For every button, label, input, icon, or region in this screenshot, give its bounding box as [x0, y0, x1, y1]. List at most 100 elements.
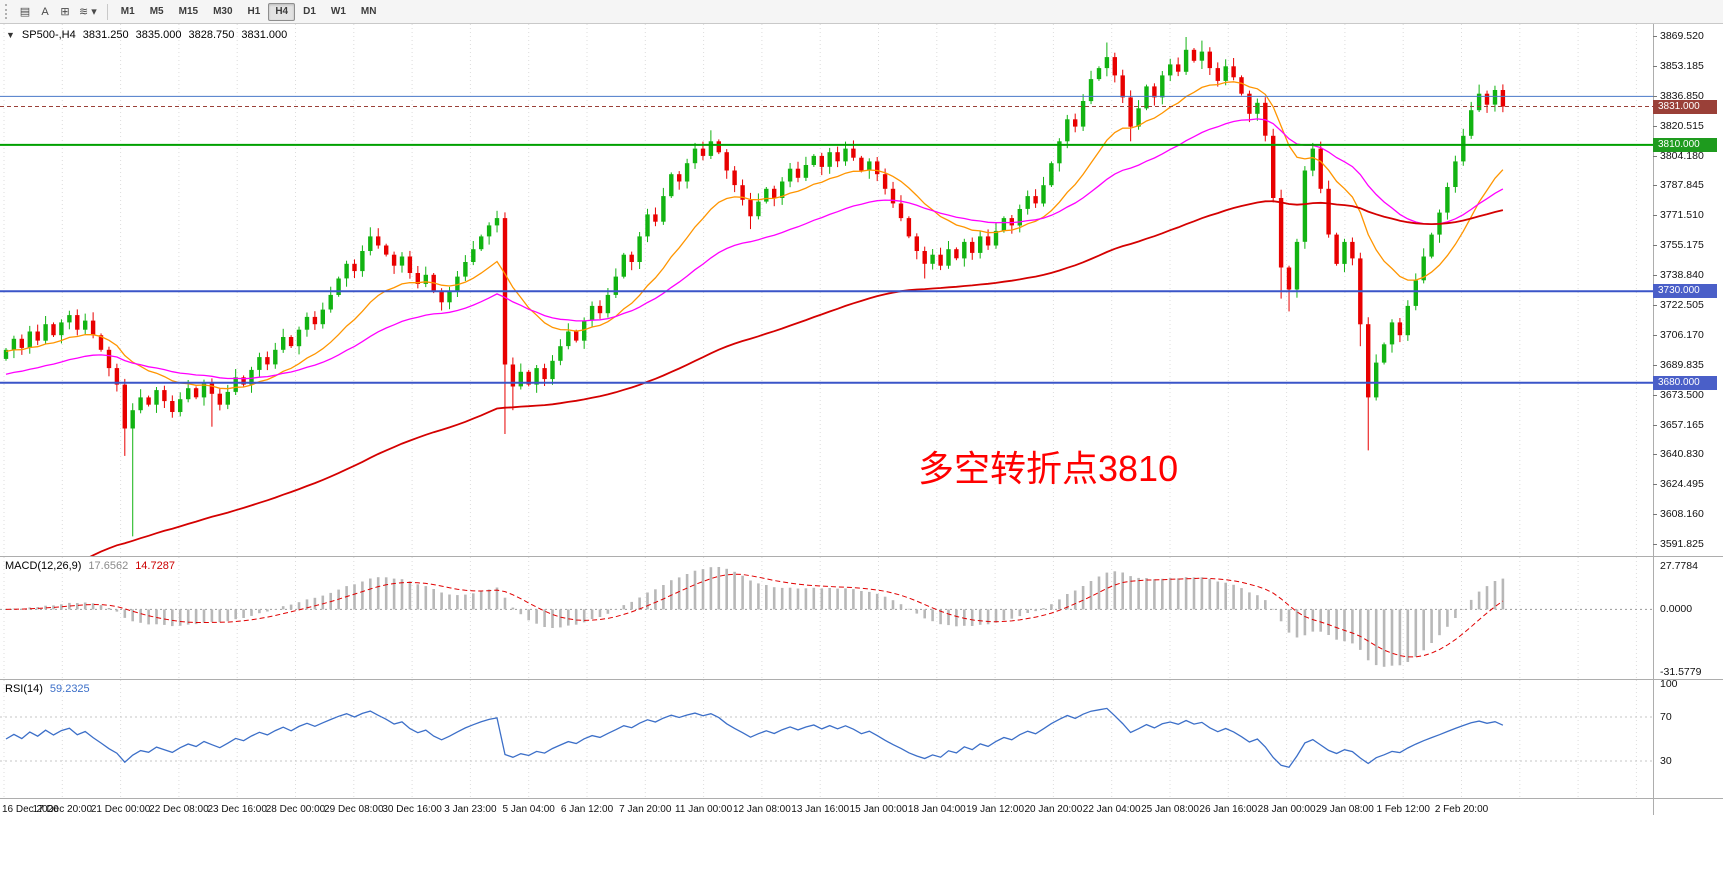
- chart-window-icon[interactable]: ⊞: [60, 6, 70, 18]
- price-badge: 3831.000: [1653, 99, 1717, 114]
- timeframe-button-m30[interactable]: M30: [213, 6, 233, 17]
- price-axis-label: 3787.845: [1660, 179, 1704, 192]
- time-axis-label: 22 Jan 04:00: [1082, 804, 1141, 815]
- price-axis[interactable]: 3869.520 3853.185 3836.850 3820.515 3804.180…: [1653, 24, 1723, 815]
- price-axis-tick: [1653, 484, 1657, 485]
- time-axis-label: 23 Dec 16:00: [207, 804, 267, 815]
- time-axis-label: 18 Jan 04:00: [907, 804, 966, 815]
- timeframe-button-m1[interactable]: M1: [120, 6, 135, 17]
- time-axis-label: 28 Dec 00:00: [265, 804, 326, 815]
- ohlc-high: 3835.000: [135, 29, 182, 41]
- price-axis-label: 3755.175: [1660, 239, 1704, 252]
- timeframe-button-w1[interactable]: W1: [330, 6, 346, 17]
- macd-signal-line: [5, 573, 1504, 658]
- macd-axis-label: 0.0000: [1660, 603, 1693, 616]
- chart-bars-icon[interactable]: ▤: [19, 6, 31, 18]
- toolbar-drag-handle[interactable]: [5, 4, 10, 19]
- price-axis-tick: [1653, 514, 1657, 515]
- time-axis-label: 12 Jan 08:00: [732, 804, 791, 815]
- panel-divider[interactable]: [0, 556, 1723, 557]
- time-axis-label: 21 Dec 00:00: [90, 804, 151, 815]
- rsi-axis-label: 70: [1660, 711, 1672, 723]
- macd-indicator-label: MACD(12,26,9) 17.6562 14.7287: [5, 560, 175, 572]
- price-axis-label: 3706.170: [1660, 328, 1704, 341]
- rsi-line: [5, 707, 1504, 769]
- price-axis-tick: [1653, 395, 1657, 396]
- price-axis-label: 3771.510: [1660, 209, 1704, 222]
- time-axis-label: 26 Jan 16:00: [1199, 804, 1258, 815]
- timeframe-button-mn[interactable]: MN: [360, 6, 377, 17]
- timeframe-button-d1[interactable]: D1: [303, 6, 316, 17]
- price-axis-tick: [1653, 425, 1657, 426]
- price-axis-tick: [1653, 215, 1657, 216]
- time-axis-label: 28 Jan 00:00: [1257, 804, 1316, 815]
- timeframe-toolbar: M1 M5 M15 M30 H1 H4 D1 W1 MN: [114, 2, 385, 21]
- time-axis[interactable]: 16 Dec 2020 17 Dec 20:00 21 Dec 00:00 22 De…: [0, 801, 1653, 819]
- price-axis-label: 3689.835: [1660, 358, 1704, 371]
- time-axis-label: 11 Jan 00:00: [675, 804, 733, 815]
- time-axis-label: 2 Feb 20:00: [1434, 804, 1489, 815]
- timeframe-button-m15[interactable]: M15: [178, 6, 199, 17]
- price-axis-label: 3853.185: [1660, 59, 1704, 72]
- chart-menu-icon[interactable]: ▼: [6, 30, 15, 40]
- price-badge: 3680.000: [1653, 375, 1717, 390]
- time-axis-label: 20 Jan 20:00: [1024, 804, 1083, 815]
- timeframe-button-h4[interactable]: H4: [268, 2, 296, 21]
- price-badge: 3810.000: [1653, 137, 1717, 152]
- time-axis-label: 30 Dec 16:00: [382, 804, 442, 815]
- price-axis-label: 3591.825: [1660, 538, 1704, 551]
- quick-actions-icon[interactable]: ≋ ▾: [79, 6, 97, 18]
- ma-mid-magenta: [5, 118, 1504, 380]
- price-axis-tick: [1653, 544, 1657, 545]
- symbol-timeframe-label: SP500-,H4: [21, 29, 76, 41]
- toolbar-separator: [106, 3, 108, 20]
- price-axis-tick: [1653, 454, 1657, 455]
- price-axis-label: 3657.165: [1660, 418, 1704, 431]
- price-axis-label: 3820.515: [1660, 119, 1704, 132]
- price-axis-tick: [1653, 365, 1657, 366]
- ohlc-close: 3831.000: [241, 29, 288, 41]
- price-axis-label: 3640.830: [1660, 448, 1704, 461]
- price-axis-tick: [1653, 66, 1657, 67]
- macd-panel-canvas[interactable]: [0, 557, 1653, 679]
- price-axis-label: 3836.850: [1660, 89, 1704, 102]
- price-axis-tick: [1653, 96, 1657, 97]
- price-axis-border: [1653, 24, 1654, 815]
- price-axis-tick: [1653, 156, 1657, 157]
- main-chart-canvas[interactable]: [0, 24, 1653, 556]
- chart-annotation-text[interactable]: 多空转折点3810: [918, 448, 1179, 489]
- timeframe-button-h1[interactable]: H1: [247, 6, 261, 17]
- time-axis-label: 1 Feb 12:00: [1376, 804, 1430, 815]
- time-axis-label: 29 Dec 08:00: [324, 804, 384, 815]
- chart-workspace: ▼ SP500-,H4 3831.250 3835.000 3828.750 3…: [0, 24, 1723, 895]
- panel-divider[interactable]: [0, 679, 1723, 680]
- annotate-text-icon[interactable]: A: [41, 5, 49, 18]
- rsi-axis-label: 100: [1660, 678, 1678, 690]
- panel-divider[interactable]: [0, 798, 1723, 799]
- time-axis-label: 5 Jan 04:00: [502, 804, 555, 815]
- time-axis-label: 17 Dec 20:00: [32, 804, 93, 815]
- time-axis-label: 6 Jan 12:00: [560, 804, 614, 815]
- price-axis-tick: [1653, 245, 1657, 246]
- rsi-panel-canvas[interactable]: [0, 680, 1653, 798]
- rsi-name: RSI(14): [5, 683, 43, 695]
- price-axis-tick: [1653, 126, 1657, 127]
- price-axis-label: 3804.180: [1660, 149, 1704, 162]
- time-axis-label: 29 Jan 08:00: [1315, 804, 1374, 815]
- rsi-indicator-label: RSI(14) 59.2325: [5, 683, 90, 695]
- toolbar-icon-group: ▤ A ⊞ ≋ ▾: [15, 2, 101, 21]
- price-axis-label: 3722.505: [1660, 298, 1704, 311]
- macd-main-value: 17.6562: [88, 560, 129, 572]
- rsi-axis-label: 30: [1660, 755, 1672, 767]
- macd-axis-label: 27.7784: [1660, 560, 1698, 572]
- price-axis-tick: [1653, 185, 1657, 186]
- time-axis-label: 7 Jan 20:00: [619, 804, 672, 815]
- price-axis-tick: [1653, 36, 1657, 37]
- time-axis-label: 13 Jan 16:00: [791, 804, 850, 815]
- timeframe-button-m5[interactable]: M5: [149, 6, 164, 17]
- macd-axis-label: -31.5779: [1660, 666, 1702, 678]
- time-axis-label: 3 Jan 23:00: [444, 804, 497, 815]
- macd-name: MACD(12,26,9): [5, 560, 82, 572]
- ohlc-open: 3831.250: [82, 29, 129, 41]
- time-axis-label: 15 Jan 00:00: [849, 804, 908, 815]
